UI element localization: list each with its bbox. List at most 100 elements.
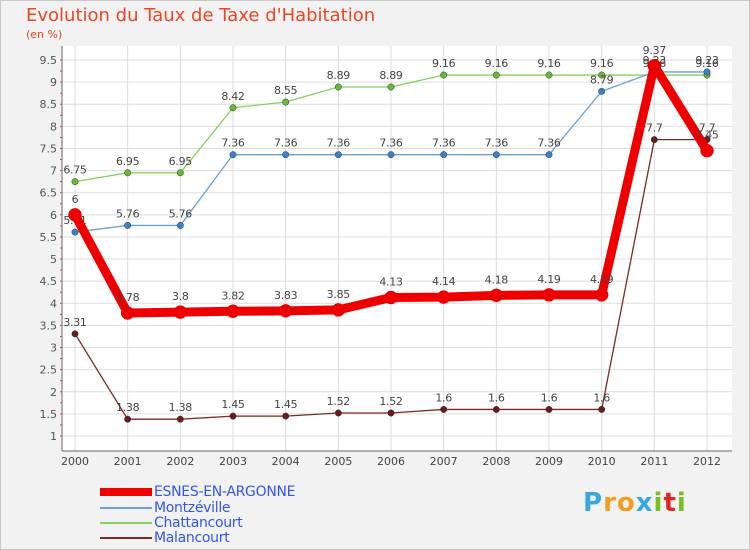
legend-label-montzeville: Montzéville	[154, 500, 231, 516]
data-label-chattancourt: 8.42	[221, 90, 244, 103]
data-point-malancourt	[650, 136, 658, 144]
data-label-chattancourt: 6.75	[63, 164, 87, 177]
x-tick-label: 2009	[535, 455, 563, 468]
data-point-montz-ville	[282, 151, 290, 159]
data-label-malancourt: 1.6	[593, 391, 610, 404]
data-label-malancourt: 7.7	[699, 122, 716, 135]
logo-letter: i	[676, 488, 687, 518]
data-label-esnes-en-argonne: 4.13	[379, 276, 403, 289]
data-point-chattancourt	[176, 169, 184, 177]
data-point-chattancourt	[334, 83, 342, 91]
data-point-malancourt	[334, 409, 342, 417]
data-label-esnes-en-argonne: 3.83	[274, 289, 298, 302]
data-label-malancourt: 7.7	[646, 122, 663, 135]
data-label-esnes-en-argonne: 3.82	[221, 289, 244, 302]
y-tick-label: 5	[50, 253, 57, 266]
data-point-esnes-en-argonne	[542, 288, 556, 302]
data-label-montz-ville: 7.36	[537, 137, 561, 150]
data-label-chattancourt: 6.95	[169, 155, 193, 168]
legend-item-montzeville: Montzéville	[100, 500, 231, 516]
logo-letter: t	[663, 488, 677, 518]
x-tick-label: 2001	[114, 455, 142, 468]
y-tick-label: 9	[50, 76, 57, 89]
data-label-esnes-en-argonne: 3.78	[116, 291, 140, 304]
x-tick-label: 2000	[61, 455, 89, 468]
data-point-esnes-en-argonne	[278, 304, 293, 318]
y-tick-label: 8.5	[40, 98, 58, 111]
y-tick-label: 4.5	[40, 275, 58, 288]
x-tick-label: 2008	[482, 455, 510, 468]
data-point-malancourt	[545, 406, 553, 413]
data-point-chattancourt	[492, 71, 500, 79]
data-point-montz-ville	[440, 151, 448, 159]
data-point-montz-ville	[124, 221, 132, 229]
data-label-esnes-en-argonne: 4.18	[485, 273, 509, 286]
data-label-malancourt: 1.38	[169, 401, 193, 414]
data-label-montz-ville: 7.36	[432, 137, 456, 150]
logo-letter: x	[635, 488, 654, 518]
data-label-montz-ville: 5.76	[169, 207, 193, 220]
y-tick-label: 9.5	[40, 54, 58, 67]
x-tick-label: 2003	[219, 455, 247, 468]
data-label-montz-ville: 5.76	[116, 207, 140, 220]
data-label-malancourt: 1.52	[379, 395, 402, 408]
y-tick-label: 1	[50, 430, 57, 443]
x-tick-label: 2002	[166, 455, 194, 468]
data-point-montz-ville	[229, 151, 237, 159]
data-label-esnes-en-argonne: 4.19	[537, 273, 561, 286]
x-tick-label: 2006	[377, 455, 405, 468]
data-label-chattancourt: 9.16	[485, 57, 509, 70]
data-label-montz-ville: 7.36	[274, 137, 298, 150]
data-point-chattancourt	[124, 169, 132, 177]
x-tick-label: 2011	[640, 455, 668, 468]
y-tick-label: 6	[50, 209, 57, 222]
y-tick-label: 7	[50, 165, 57, 178]
data-point-chattancourt	[282, 98, 290, 106]
data-point-esnes-en-argonne	[647, 59, 662, 73]
data-label-malancourt: 1.52	[327, 395, 350, 408]
data-point-esnes-en-argonne	[384, 290, 398, 305]
data-point-chattancourt	[440, 71, 448, 79]
data-label-montz-ville: 8.79	[590, 73, 614, 86]
y-tick-label: 4	[50, 297, 57, 310]
y-tick-label: 6.5	[40, 187, 58, 200]
data-label-montz-ville: 7.36	[327, 137, 351, 150]
logo-letter: P	[583, 488, 604, 518]
data-point-malancourt	[176, 415, 184, 423]
data-point-malancourt	[124, 415, 132, 423]
data-point-esnes-en-argonne	[436, 290, 451, 304]
data-label-montz-ville: 7.36	[485, 137, 509, 150]
x-tick-label: 2005	[324, 455, 352, 468]
legend-label-malancourt: Malancourt	[154, 530, 230, 546]
data-point-chattancourt	[545, 71, 553, 79]
data-point-esnes-en-argonne	[120, 306, 135, 320]
proxiti-logo: Proxiti	[583, 488, 687, 518]
data-point-malancourt	[229, 412, 237, 420]
data-label-chattancourt: 9.16	[537, 57, 561, 70]
legend-swatch-malancourt	[100, 537, 152, 539]
data-point-chattancourt	[71, 178, 79, 186]
data-label-esnes-en-argonne: 7.45	[695, 129, 719, 142]
x-tick-label: 2010	[588, 455, 616, 468]
data-label-chattancourt: 8.55	[274, 84, 298, 97]
data-point-malancourt	[282, 412, 290, 420]
logo-letter: i	[653, 488, 664, 518]
legend-swatch-montzeville	[100, 507, 152, 509]
data-label-malancourt: 3.31	[63, 316, 86, 329]
data-label-esnes-en-argonne: 6	[72, 193, 79, 206]
data-label-chattancourt: 9.16	[695, 57, 719, 70]
data-point-chattancourt	[598, 71, 606, 79]
chart-subtitle: (en %)	[26, 28, 63, 41]
data-label-esnes-en-argonne: 3.85	[327, 288, 351, 301]
data-point-esnes-en-argonne	[226, 304, 240, 319]
data-point-malancourt	[387, 409, 395, 417]
legend-item-esnes: ESNES-EN-ARGONNE	[100, 484, 296, 500]
data-label-esnes-en-argonne: 4.14	[432, 275, 456, 288]
data-point-montz-ville	[71, 228, 79, 236]
x-tick-label: 2007	[430, 455, 458, 468]
y-tick-label: 3.5	[40, 319, 58, 332]
data-label-chattancourt: 6.95	[116, 155, 140, 168]
data-label-esnes-en-argonne: 9.37	[643, 44, 667, 57]
x-tick-label: 2004	[272, 455, 300, 468]
